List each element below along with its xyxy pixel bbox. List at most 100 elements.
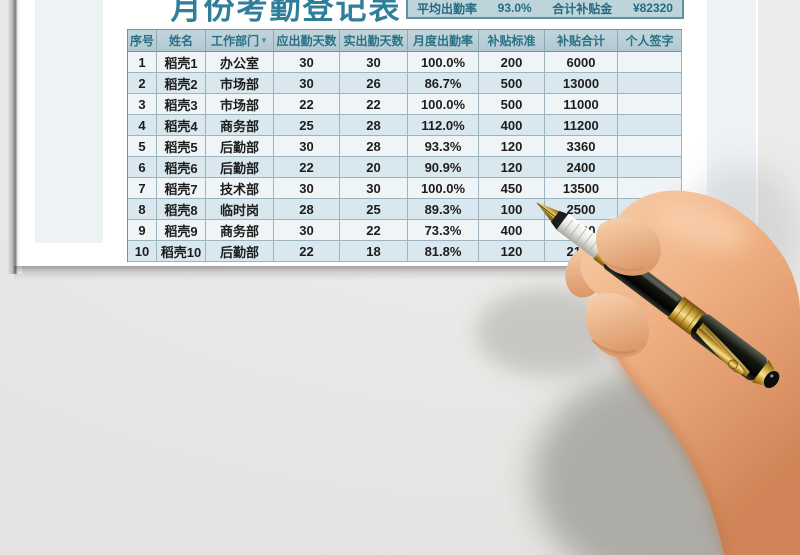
cell-subsidy-standard-row-9: 400	[479, 220, 545, 241]
cell-subsidy-total-row-7: 13500	[545, 178, 618, 199]
column-header-name: 姓名	[157, 30, 206, 52]
cell-attendance-rate-row-1: 100.0%	[408, 52, 479, 73]
cell-required-days-row-1: 30	[274, 52, 340, 73]
column-header-label: 实出勤天数	[343, 34, 404, 48]
summary-banner-row: 平均出勤率 93.0% 合计补贴金 ¥82320	[408, 0, 682, 17]
cell-subsidy-total-row-6: 2400	[545, 157, 618, 178]
cell-subsidy-total-row-10: 2160	[545, 241, 618, 262]
page-stack-edge	[8, 0, 22, 274]
cell-signature-row-8	[618, 199, 682, 220]
cell-index-row-7: 7	[128, 178, 157, 199]
cell-department-row-2: 市场部	[206, 73, 274, 94]
cell-name-row-3: 稻壳3	[157, 94, 206, 115]
attendance-table: 序号 姓名 工作部门 ▼ 应出勤天数 实出勤天数 月度出勤率 补贴标准 补贴合计 个人签字 1 稻壳1…	[127, 29, 682, 262]
pen-center-band	[667, 296, 707, 335]
cell-attendance-rate-row-8: 89.3%	[408, 199, 479, 220]
cell-subsidy-standard-row-8: 100	[479, 199, 545, 220]
cell-attendance-rate-row-2: 86.7%	[408, 73, 479, 94]
cell-subsidy-standard-row-5: 120	[479, 136, 545, 157]
paper-right-texture-panel	[707, 0, 756, 266]
cell-name-row-7: 稻壳7	[157, 178, 206, 199]
cell-subsidy-total-row-4: 11200	[545, 115, 618, 136]
cell-index-row-2: 2	[128, 73, 157, 94]
paper-left-texture-panel	[35, 0, 103, 243]
cell-signature-row-6	[618, 157, 682, 178]
cell-subsidy-total-row-1: 6000	[545, 52, 618, 73]
column-header-required-days: 应出勤天数	[274, 30, 340, 52]
cell-subsidy-total-row-8: 2500	[545, 199, 618, 220]
cell-actual-days-row-8: 25	[340, 199, 408, 220]
summary-banner: 平均出勤率 93.0% 合计补贴金 ¥82320	[406, 0, 684, 19]
cell-department-row-5: 后勤部	[206, 136, 274, 157]
column-header-label: 补贴标准	[487, 34, 536, 48]
thumb	[585, 293, 650, 358]
cell-actual-days-row-10: 18	[340, 241, 408, 262]
column-header-label: 工作部门	[211, 34, 260, 48]
cell-subsidy-standard-row-2: 500	[479, 73, 545, 94]
cell-department-row-10: 后勤部	[206, 241, 274, 262]
cell-name-row-9: 稻壳9	[157, 220, 206, 241]
cell-attendance-rate-row-6: 90.9%	[408, 157, 479, 178]
cell-index-row-6: 6	[128, 157, 157, 178]
cell-attendance-rate-row-5: 93.3%	[408, 136, 479, 157]
cell-actual-days-row-5: 28	[340, 136, 408, 157]
cell-actual-days-row-4: 28	[340, 115, 408, 136]
avg-attendance-label: 平均出勤率	[417, 1, 478, 16]
column-header-signature: 个人签字	[618, 30, 682, 52]
column-header-actual-days: 实出勤天数	[340, 30, 408, 52]
cell-signature-row-2	[618, 73, 682, 94]
cell-subsidy-total-row-3: 11000	[545, 94, 618, 115]
cell-index-row-5: 5	[128, 136, 157, 157]
cell-required-days-row-10: 22	[274, 241, 340, 262]
cell-name-row-1: 稻壳1	[157, 52, 206, 73]
pen-cap	[690, 314, 768, 381]
cell-required-days-row-6: 22	[274, 157, 340, 178]
total-subsidy-value: ¥82320	[632, 1, 673, 15]
cell-subsidy-standard-row-6: 120	[479, 157, 545, 178]
cell-index-row-9: 9	[128, 220, 157, 241]
cell-department-row-1: 办公室	[206, 52, 274, 73]
cell-required-days-row-3: 22	[274, 94, 340, 115]
column-header-attendance-rate: 月度出勤率	[408, 30, 479, 52]
pen-end-trim	[751, 359, 775, 386]
cell-subsidy-standard-row-3: 500	[479, 94, 545, 115]
cell-signature-row-4	[618, 115, 682, 136]
cell-name-row-10: 稻壳10	[157, 241, 206, 262]
cell-required-days-row-2: 30	[274, 73, 340, 94]
cell-subsidy-standard-row-1: 200	[479, 52, 545, 73]
avg-attendance-value: 93.0%	[497, 1, 532, 15]
filter-dropdown-icon[interactable]: ▼	[260, 36, 268, 45]
cell-department-row-3: 市场部	[206, 94, 274, 115]
cell-attendance-rate-row-3: 100.0%	[408, 94, 479, 115]
column-header-subsidy-standard: 补贴标准	[479, 30, 545, 52]
paper-sheet: 月份考勤登记表 平均出勤率 93.0% 合计补贴金 ¥82320 序号 姓名 工作部…	[20, 0, 758, 266]
pen-clip	[696, 328, 744, 375]
cell-required-days-row-8: 28	[274, 199, 340, 220]
cell-attendance-rate-row-7: 100.0%	[408, 178, 479, 199]
sheet-title: 月份考勤登记表	[170, 0, 402, 26]
cell-required-days-row-4: 25	[274, 115, 340, 136]
cell-signature-row-3	[618, 94, 682, 115]
cell-actual-days-row-7: 30	[340, 178, 408, 199]
column-header-label: 个人签字	[625, 34, 674, 48]
cell-index-row-10: 10	[128, 241, 157, 262]
cell-subsidy-standard-row-7: 450	[479, 178, 545, 199]
cell-signature-row-9	[618, 220, 682, 241]
cell-name-row-8: 稻壳8	[157, 199, 206, 220]
cell-index-row-3: 3	[128, 94, 157, 115]
column-header-subsidy-total: 补贴合计	[545, 30, 618, 52]
cell-attendance-rate-row-10: 81.8%	[408, 241, 479, 262]
cell-subsidy-total-row-5: 3360	[545, 136, 618, 157]
pen-end-jewel	[763, 370, 780, 389]
cell-department-row-8: 临时岗	[206, 199, 274, 220]
cell-index-row-4: 4	[128, 115, 157, 136]
cell-name-row-5: 稻壳5	[157, 136, 206, 157]
cell-actual-days-row-3: 22	[340, 94, 408, 115]
column-header-label: 应出勤天数	[276, 34, 337, 48]
cell-index-row-8: 8	[128, 199, 157, 220]
cell-department-row-4: 商务部	[206, 115, 274, 136]
cell-name-row-2: 稻壳2	[157, 73, 206, 94]
cell-actual-days-row-6: 20	[340, 157, 408, 178]
cell-subsidy-total-row-2: 13000	[545, 73, 618, 94]
